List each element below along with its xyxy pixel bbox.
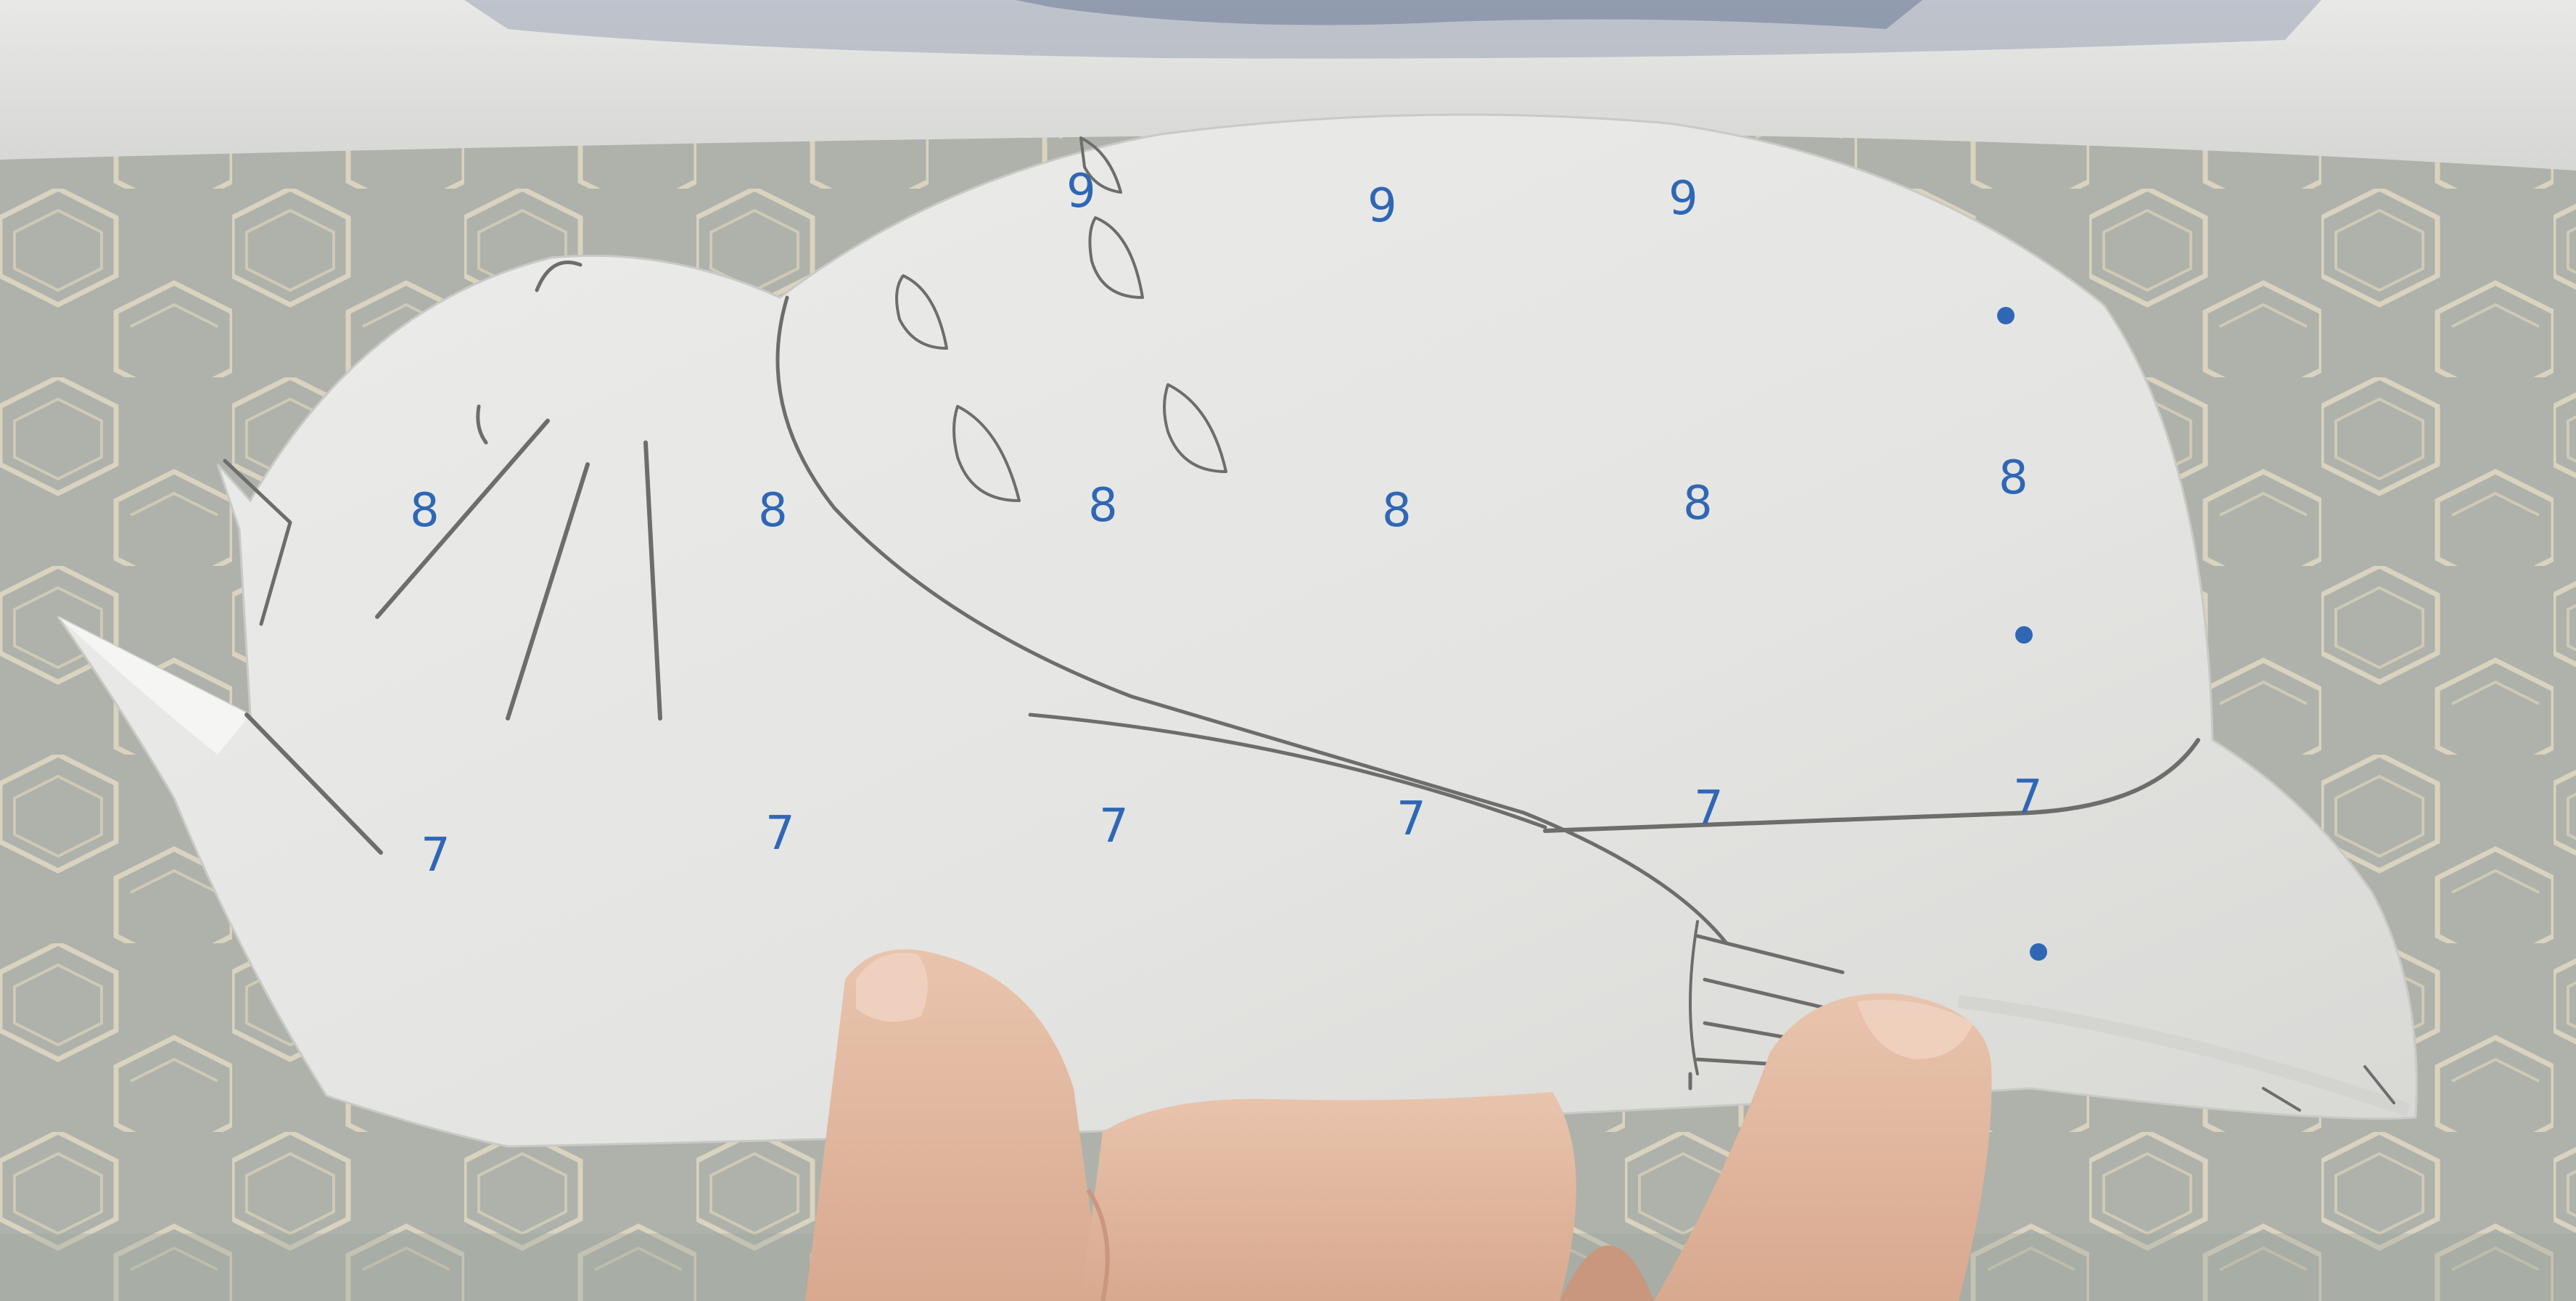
finger xyxy=(1081,1092,1576,1301)
digit-9: 9 xyxy=(1066,165,1096,218)
digit-7: 7 xyxy=(1396,792,1426,846)
digit-7: 7 xyxy=(1099,800,1129,853)
printed-digits: 9 9 9 8 8 8 8 8 8 7 7 7 7 7 7 xyxy=(410,165,2047,961)
finger xyxy=(1654,993,1992,1301)
dot-marker xyxy=(2030,943,2047,961)
digit-7: 7 xyxy=(1694,781,1724,835)
digit-9: 9 xyxy=(1367,179,1397,233)
paper-sheet xyxy=(57,113,2418,1148)
fingernail xyxy=(856,953,928,1022)
digit-8: 8 xyxy=(758,484,788,538)
digit-8: 8 xyxy=(1382,484,1412,538)
pencil-sketch xyxy=(223,136,2395,1112)
hand xyxy=(805,949,1992,1301)
dot-marker xyxy=(1997,307,2015,324)
digit-9: 9 xyxy=(1668,172,1698,226)
digit-8: 8 xyxy=(410,484,440,538)
paper-cutout: 9 9 9 8 8 8 8 8 8 7 7 7 7 7 7 xyxy=(57,113,2418,1148)
digit-7: 7 xyxy=(765,807,795,861)
digit-8: 8 xyxy=(1683,477,1713,530)
finger xyxy=(805,949,1103,1301)
dot-marker xyxy=(2015,626,2033,644)
digit-7: 7 xyxy=(421,829,450,882)
digit-8: 8 xyxy=(1088,479,1118,533)
digit-7: 7 xyxy=(2013,771,2043,824)
fingernail xyxy=(1857,1000,1973,1059)
digit-8: 8 xyxy=(1999,451,2028,505)
